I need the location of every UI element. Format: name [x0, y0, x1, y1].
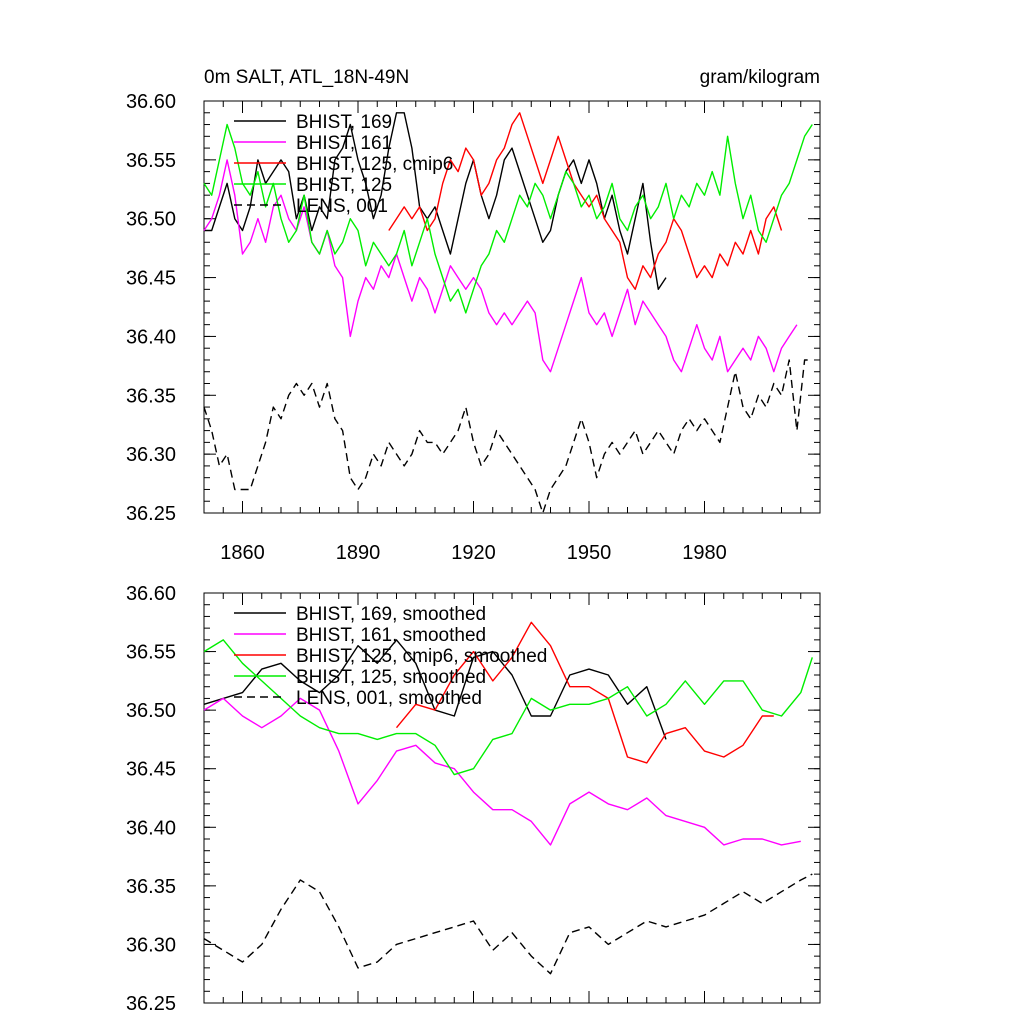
- y-tick-label: 36.35: [126, 876, 176, 898]
- y-tick-label: 36.45: [126, 759, 176, 781]
- legend-label: BHIST, 125, smoothed: [296, 667, 486, 688]
- units-label: gram/kilogram: [700, 67, 820, 88]
- y-tick-label: 36.50: [126, 700, 176, 722]
- y-tick-label: 36.50: [126, 209, 176, 231]
- y-tick-label: 36.35: [126, 385, 176, 407]
- series-line-5: [203, 873, 813, 975]
- x-tick-label: 1950: [567, 542, 612, 564]
- y-tick-label: 36.30: [126, 444, 176, 466]
- series-line-2: [203, 159, 798, 373]
- legend-label: BHIST, 161: [296, 133, 392, 154]
- panel-1: 36.25 36.30 36.35 36.40 36.45 36.50 36.55 36.60…: [126, 67, 821, 564]
- y-tick-label: 36.55: [126, 642, 176, 664]
- y-tick-label: 36.45: [126, 268, 176, 290]
- legend-label: BHIST, 125: [296, 175, 392, 196]
- legend-label: LENS, 001, smoothed: [296, 688, 482, 709]
- legend-label: LENS, 001: [296, 196, 388, 217]
- x-tick-label: 1890: [336, 542, 381, 564]
- series-line-4: [203, 639, 813, 776]
- x-tick-label: 1980: [682, 542, 727, 564]
- y-tick-label: 36.60: [126, 91, 176, 113]
- y-tick-label: 36.40: [126, 817, 176, 839]
- legend-label: BHIST, 125, cmip6: [296, 154, 453, 175]
- series-line-5: [203, 359, 813, 514]
- y-tick-label: 36.30: [126, 934, 176, 956]
- series-line-1: [204, 112, 667, 290]
- x-tick-label: 1920: [451, 542, 496, 564]
- series-line-2: [203, 697, 801, 846]
- y-tick-label: 36.25: [126, 993, 176, 1015]
- x-tick-label: 1860: [220, 542, 265, 564]
- y-tick-label: 36.60: [126, 583, 176, 605]
- y-tick-label: 36.40: [126, 326, 176, 348]
- series-line-4: [203, 123, 813, 314]
- y-tick-label: 36.25: [126, 503, 176, 525]
- legend-label: BHIST, 169, smoothed: [296, 604, 486, 625]
- panel-2: 36.25 36.30 36.35 36.40 36.45 36.50 36.55 36.60…: [126, 583, 821, 1015]
- legend-label: BHIST, 161, smoothed: [296, 625, 486, 646]
- legend-label: BHIST, 125, cmip6, smoothed: [296, 646, 547, 667]
- chart-title: 0m SALT, ATL_18N-49N: [204, 67, 409, 88]
- legend-label: BHIST, 169: [296, 112, 392, 133]
- y-tick-label: 36.55: [126, 150, 176, 172]
- series-line-3: [395, 621, 774, 764]
